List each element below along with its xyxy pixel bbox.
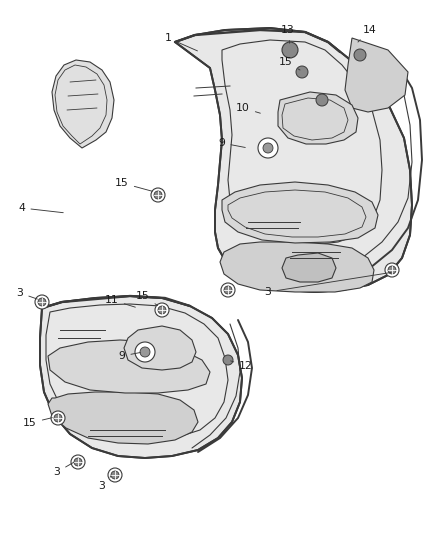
Circle shape xyxy=(51,411,65,425)
Text: 9: 9 xyxy=(119,351,140,361)
Circle shape xyxy=(224,286,232,294)
Text: 9: 9 xyxy=(219,138,245,148)
Circle shape xyxy=(154,191,162,199)
Text: 3: 3 xyxy=(53,463,74,477)
Text: 15: 15 xyxy=(23,418,52,428)
Text: 3: 3 xyxy=(17,288,37,299)
Text: 3: 3 xyxy=(265,272,391,297)
Circle shape xyxy=(35,295,49,309)
Text: 15: 15 xyxy=(115,178,152,191)
Text: 10: 10 xyxy=(236,103,260,113)
Circle shape xyxy=(388,266,396,274)
Circle shape xyxy=(221,283,235,297)
Circle shape xyxy=(223,355,233,365)
Polygon shape xyxy=(48,340,210,393)
Circle shape xyxy=(54,414,62,422)
Polygon shape xyxy=(40,296,242,458)
Circle shape xyxy=(296,66,308,78)
Text: 12: 12 xyxy=(231,361,253,371)
Polygon shape xyxy=(220,242,374,292)
Text: 1: 1 xyxy=(165,33,198,51)
Text: 13: 13 xyxy=(281,25,295,43)
Polygon shape xyxy=(282,253,336,282)
Circle shape xyxy=(316,94,328,106)
Polygon shape xyxy=(124,326,196,370)
Text: 3: 3 xyxy=(99,476,111,491)
Circle shape xyxy=(151,188,165,202)
Circle shape xyxy=(38,298,46,306)
Text: 4: 4 xyxy=(18,203,63,213)
Polygon shape xyxy=(278,92,358,144)
Polygon shape xyxy=(48,392,198,444)
Text: 14: 14 xyxy=(358,25,377,42)
Circle shape xyxy=(140,347,150,357)
Circle shape xyxy=(354,49,366,61)
Circle shape xyxy=(263,143,273,153)
Circle shape xyxy=(385,263,399,277)
Circle shape xyxy=(282,42,298,58)
Circle shape xyxy=(74,458,82,466)
Circle shape xyxy=(135,342,155,362)
Polygon shape xyxy=(222,182,378,243)
Text: 15: 15 xyxy=(279,57,300,70)
Circle shape xyxy=(158,306,166,314)
Circle shape xyxy=(258,138,278,158)
Polygon shape xyxy=(345,38,408,112)
Circle shape xyxy=(155,303,169,317)
Circle shape xyxy=(111,471,119,479)
Circle shape xyxy=(71,455,85,469)
Polygon shape xyxy=(175,28,412,292)
Circle shape xyxy=(108,468,122,482)
Polygon shape xyxy=(52,60,114,148)
Text: 15: 15 xyxy=(136,291,158,305)
Text: 11: 11 xyxy=(105,295,135,307)
